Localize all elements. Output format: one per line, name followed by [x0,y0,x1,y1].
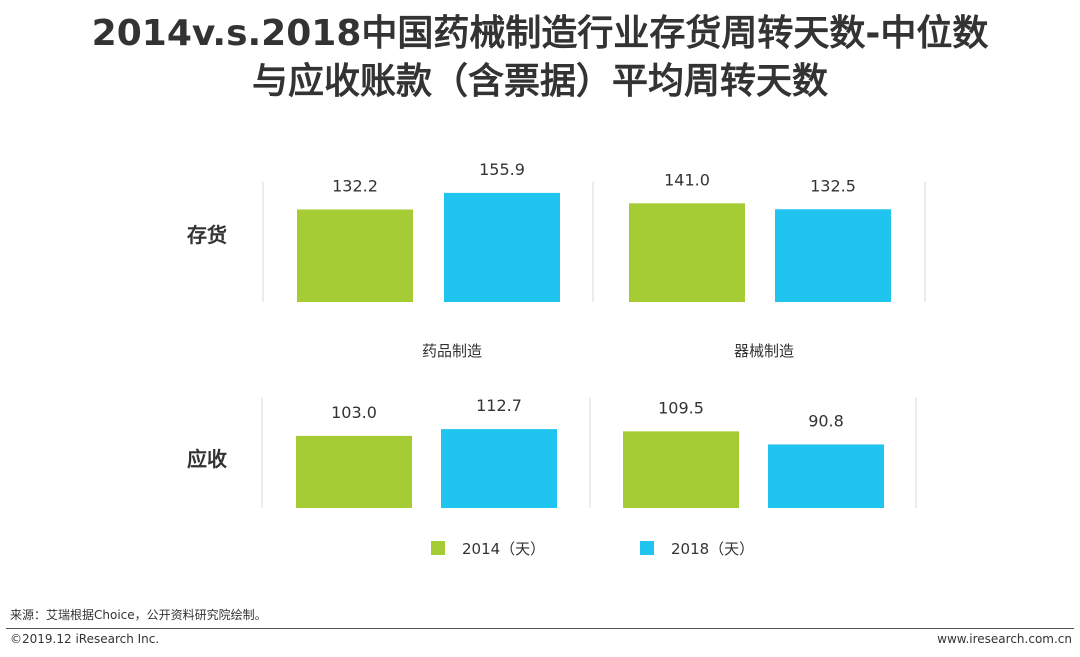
bar-1-1-2018 [768,444,884,508]
bar-0-0-2014 [297,209,413,302]
legend-swatch-2014 [431,541,445,555]
bar-0-1-2014 [629,203,745,302]
source-note: 来源：艾瑞根据Choice，公开资料研究院绘制。 [10,608,267,622]
footer-divider [6,628,1074,629]
chart-title: 2014v.s.2018中国药械制造行业存货周转天数-中位数 与应收账款（含票据… [0,10,1080,106]
title-line-2: 与应收账款（含票据）平均周转天数 [251,61,828,102]
bar-1-0-2014 [296,435,412,508]
value-label-0-0-2014: 132.2 [332,176,378,195]
legend-label-2014: 2014（天） [462,540,545,558]
legend-label-2018: 2018（天） [671,540,754,558]
value-label-0-1-2014: 141.0 [664,170,710,189]
value-label-0-0-2018: 155.9 [479,160,525,179]
row-label-1: 应收 [187,447,227,471]
bar-1-1-2014 [623,431,739,508]
bar-0-1-2018 [775,209,891,302]
bar-0-0-2018 [444,192,560,302]
category-label-1: 器械制造 [734,342,794,360]
copyright: ©2019.12 iResearch Inc. [10,632,160,646]
bar-chart: 存货 132.2 155.9 141.0 132.5 应收 103.0 112.7 109.5 9… [187,160,926,558]
website-link[interactable]: www.iresearch.com.cn [937,632,1072,646]
legend-swatch-2018 [640,541,654,555]
value-label-1-0-2014: 103.0 [331,403,377,422]
value-label-1-0-2018: 112.7 [476,396,522,415]
value-label-1-1-2018: 90.8 [808,411,844,430]
category-label-0: 药品制造 [422,342,482,360]
value-label-0-1-2018: 132.5 [810,176,856,195]
row-label-0: 存货 [187,223,227,247]
bar-1-0-2018 [441,429,557,508]
title-line-1: 2014v.s.2018中国药械制造行业存货周转天数-中位数 [91,13,989,54]
value-label-1-1-2014: 109.5 [658,398,704,417]
